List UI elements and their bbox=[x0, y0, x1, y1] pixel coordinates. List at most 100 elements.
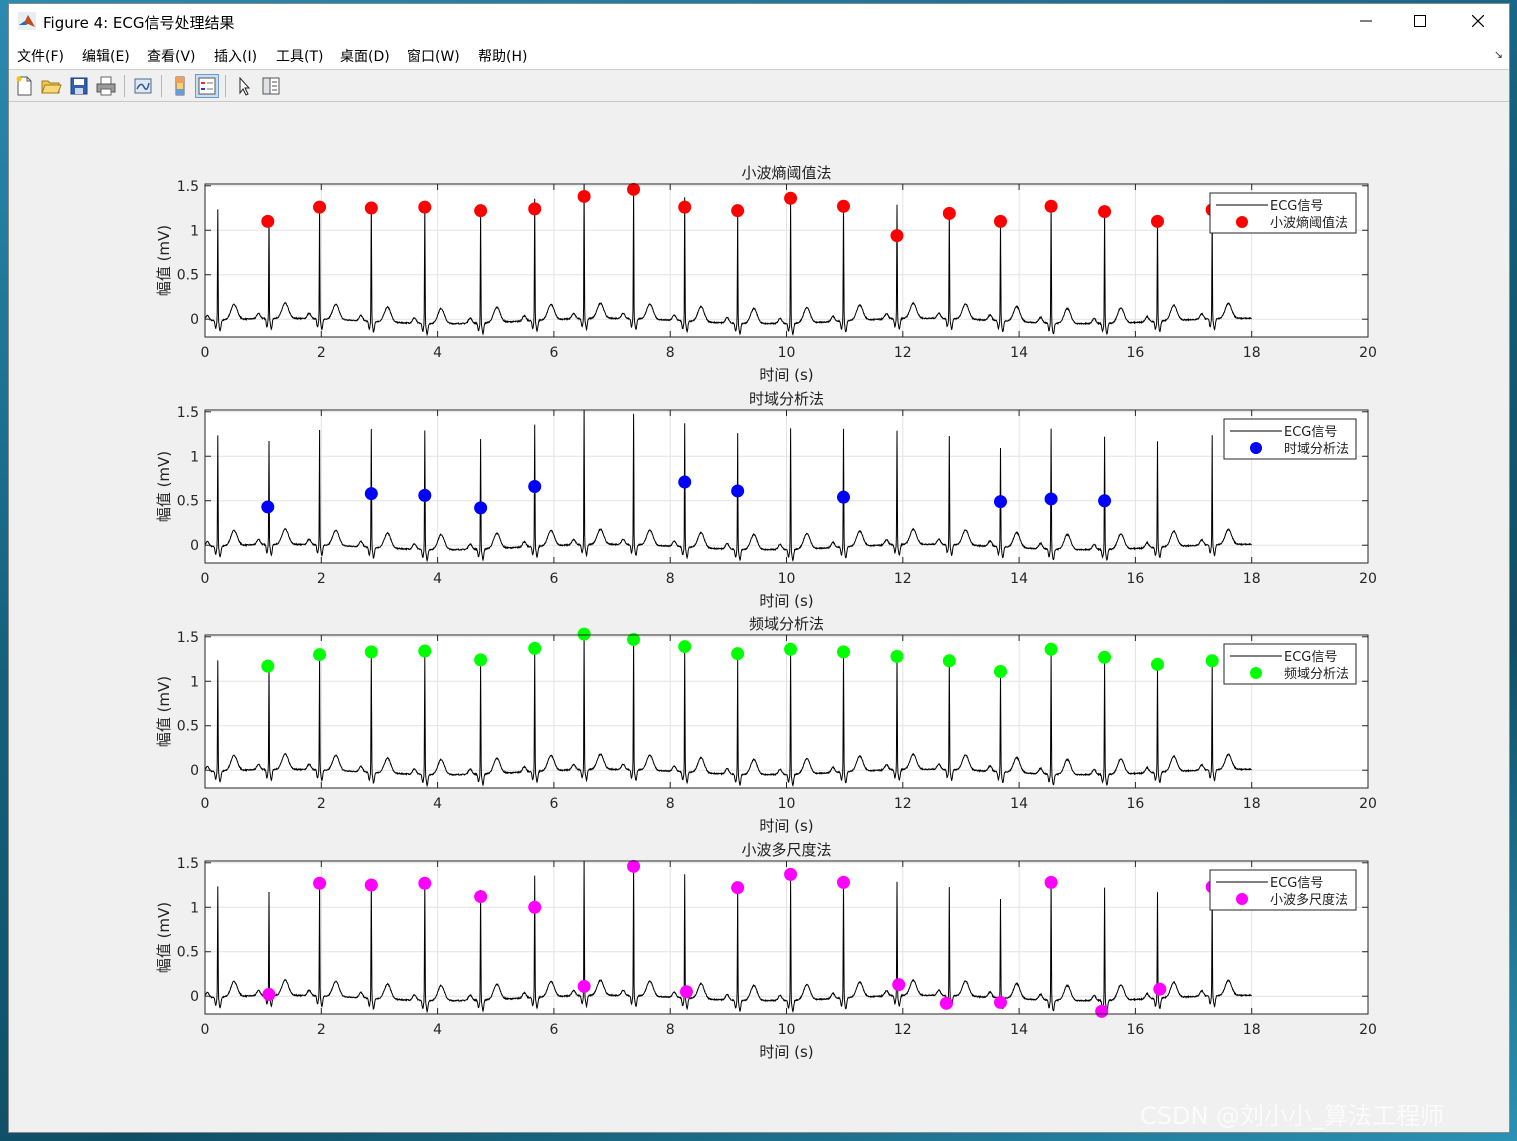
peak-marker bbox=[313, 876, 327, 890]
insert-colorbar-icon[interactable] bbox=[169, 75, 191, 97]
ecg-signal-line bbox=[204, 409, 1252, 563]
x-tick-label: 14 bbox=[1010, 796, 1028, 812]
peak-marker bbox=[993, 664, 1007, 678]
x-axis-label: 时间 (s) bbox=[759, 366, 813, 384]
peak-marker bbox=[261, 214, 275, 228]
toolbar-separator bbox=[225, 75, 226, 97]
x-tick-label: 4 bbox=[433, 571, 442, 587]
peak-marker bbox=[836, 199, 850, 213]
peak-marker bbox=[577, 189, 591, 203]
detected-peaks-markers bbox=[261, 475, 1112, 515]
x-tick-label: 20 bbox=[1359, 1022, 1377, 1038]
x-tick-label: 20 bbox=[1359, 796, 1377, 812]
legend-marker-swatch bbox=[1236, 216, 1248, 228]
menu-window[interactable]: 窗口(W) bbox=[407, 49, 460, 65]
dock-arrow-icon[interactable]: ↘ bbox=[1493, 48, 1503, 61]
peak-marker bbox=[731, 484, 745, 498]
new-figure-icon[interactable] bbox=[13, 75, 35, 97]
x-tick-label: 12 bbox=[894, 345, 912, 361]
menu-insert[interactable]: 插入(I) bbox=[214, 49, 258, 65]
x-tick-label: 0 bbox=[201, 1022, 210, 1038]
peak-marker bbox=[261, 659, 275, 673]
subplot-title: 小波多尺度法 bbox=[741, 841, 831, 859]
maximize-icon bbox=[1414, 15, 1426, 27]
peak-marker bbox=[836, 645, 850, 659]
close-button[interactable] bbox=[1449, 4, 1507, 38]
peak-marker bbox=[836, 875, 850, 889]
detected-peaks-markers bbox=[261, 627, 1219, 678]
y-tick-label: 1 bbox=[190, 223, 199, 239]
minimize-icon bbox=[1360, 20, 1372, 22]
x-tick-label: 0 bbox=[201, 345, 210, 361]
peak-marker bbox=[1044, 642, 1058, 656]
save-icon[interactable] bbox=[68, 75, 90, 97]
peak-marker bbox=[784, 642, 798, 656]
legend-marker-swatch bbox=[1250, 667, 1262, 679]
y-tick-label: 0.5 bbox=[177, 945, 199, 961]
legend-box bbox=[1223, 418, 1357, 460]
menu-view[interactable]: 查看(V) bbox=[147, 49, 196, 65]
y-tick-label: 1.5 bbox=[177, 856, 199, 872]
property-inspector-icon[interactable] bbox=[260, 75, 282, 97]
peak-marker bbox=[418, 200, 432, 214]
ecg-signal-line bbox=[204, 860, 1252, 1014]
x-tick-label: 10 bbox=[778, 796, 796, 812]
peak-marker bbox=[890, 649, 904, 663]
peak-marker bbox=[890, 229, 904, 243]
subplot-title: 小波熵阈值法 bbox=[741, 164, 831, 182]
peak-marker bbox=[942, 654, 956, 668]
y-tick-label: 1 bbox=[190, 900, 199, 916]
x-tick-label: 4 bbox=[433, 796, 442, 812]
maximize-button[interactable] bbox=[1391, 4, 1449, 38]
x-tick-label: 16 bbox=[1126, 1022, 1144, 1038]
peak-marker bbox=[939, 996, 953, 1010]
x-tick-label: 4 bbox=[433, 1022, 442, 1038]
peak-marker bbox=[313, 200, 327, 214]
menu-tools[interactable]: 工具(T) bbox=[276, 49, 324, 65]
menu-desktop[interactable]: 桌面(D) bbox=[340, 49, 390, 65]
menu-help[interactable]: 帮助(H) bbox=[478, 49, 528, 65]
y-axis-label: 幅值 (mV) bbox=[155, 902, 173, 973]
y-tick-label: 1 bbox=[190, 674, 199, 690]
x-tick-label: 0 bbox=[201, 571, 210, 587]
peak-marker bbox=[313, 648, 327, 662]
subplot-title: 时域分析法 bbox=[749, 390, 824, 408]
x-tick-label: 8 bbox=[666, 571, 675, 587]
x-tick-label: 8 bbox=[666, 796, 675, 812]
y-tick-label: 0 bbox=[190, 763, 199, 779]
legend-marker-swatch bbox=[1250, 442, 1262, 454]
x-tick-label: 6 bbox=[549, 1022, 558, 1038]
insert-legend-icon[interactable] bbox=[195, 74, 219, 98]
edit-plot-arrow-icon[interactable] bbox=[233, 75, 255, 97]
x-tick-label: 16 bbox=[1126, 796, 1144, 812]
peak-marker bbox=[1098, 494, 1112, 508]
minimize-button[interactable] bbox=[1337, 4, 1395, 38]
peak-marker bbox=[731, 881, 745, 895]
link-plot-icon[interactable] bbox=[132, 75, 154, 97]
print-icon[interactable] bbox=[95, 75, 117, 97]
peak-marker bbox=[678, 475, 692, 489]
menu-edit[interactable]: 编辑(E) bbox=[82, 49, 130, 65]
y-axis-label: 幅值 (mV) bbox=[155, 225, 173, 296]
legend-label-ecg: ECG信号 bbox=[1284, 425, 1337, 440]
peak-marker bbox=[1098, 650, 1112, 664]
legend-label-ecg: ECG信号 bbox=[1270, 199, 1323, 214]
menu-file[interactable]: 文件(F) bbox=[17, 49, 64, 65]
title-bar: Figure 4: ECG信号处理结果 bbox=[9, 4, 1509, 38]
peak-marker bbox=[993, 995, 1007, 1009]
open-file-icon[interactable] bbox=[40, 75, 62, 97]
x-tick-label: 16 bbox=[1126, 345, 1144, 361]
peak-marker bbox=[418, 488, 432, 502]
y-axis-label: 幅值 (mV) bbox=[155, 451, 173, 522]
peak-marker bbox=[474, 653, 488, 667]
y-tick-label: 1.5 bbox=[177, 179, 199, 195]
y-tick-label: 0.5 bbox=[177, 268, 199, 284]
legend-label-method: 频域分析法 bbox=[1284, 667, 1349, 682]
x-tick-label: 12 bbox=[894, 796, 912, 812]
